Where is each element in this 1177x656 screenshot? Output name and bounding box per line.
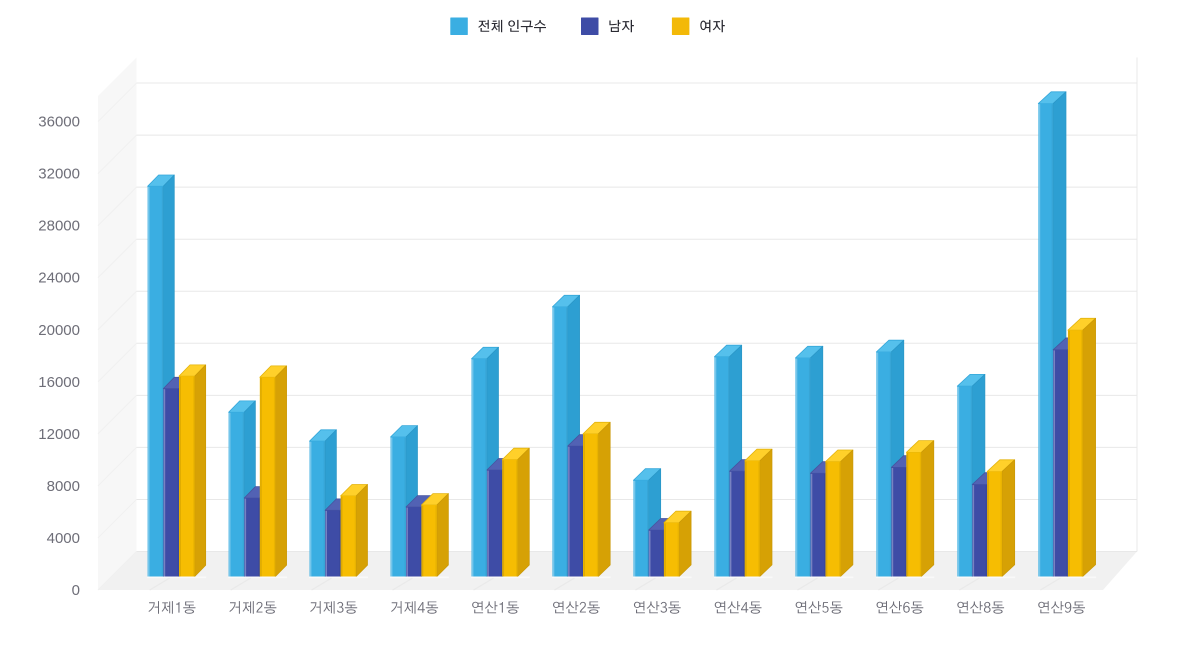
- svg-text:8000: 8000: [47, 478, 80, 495]
- svg-text:4000: 4000: [47, 530, 80, 547]
- svg-text:36000: 36000: [38, 114, 80, 131]
- svg-text:12000: 12000: [38, 426, 80, 443]
- svg-text:24000: 24000: [38, 270, 80, 287]
- svg-text:20000: 20000: [38, 322, 80, 339]
- svg-text:16000: 16000: [38, 374, 80, 391]
- svg-text:0: 0: [72, 582, 80, 599]
- svg-text:28000: 28000: [38, 218, 80, 235]
- svg-text:32000: 32000: [38, 166, 80, 183]
